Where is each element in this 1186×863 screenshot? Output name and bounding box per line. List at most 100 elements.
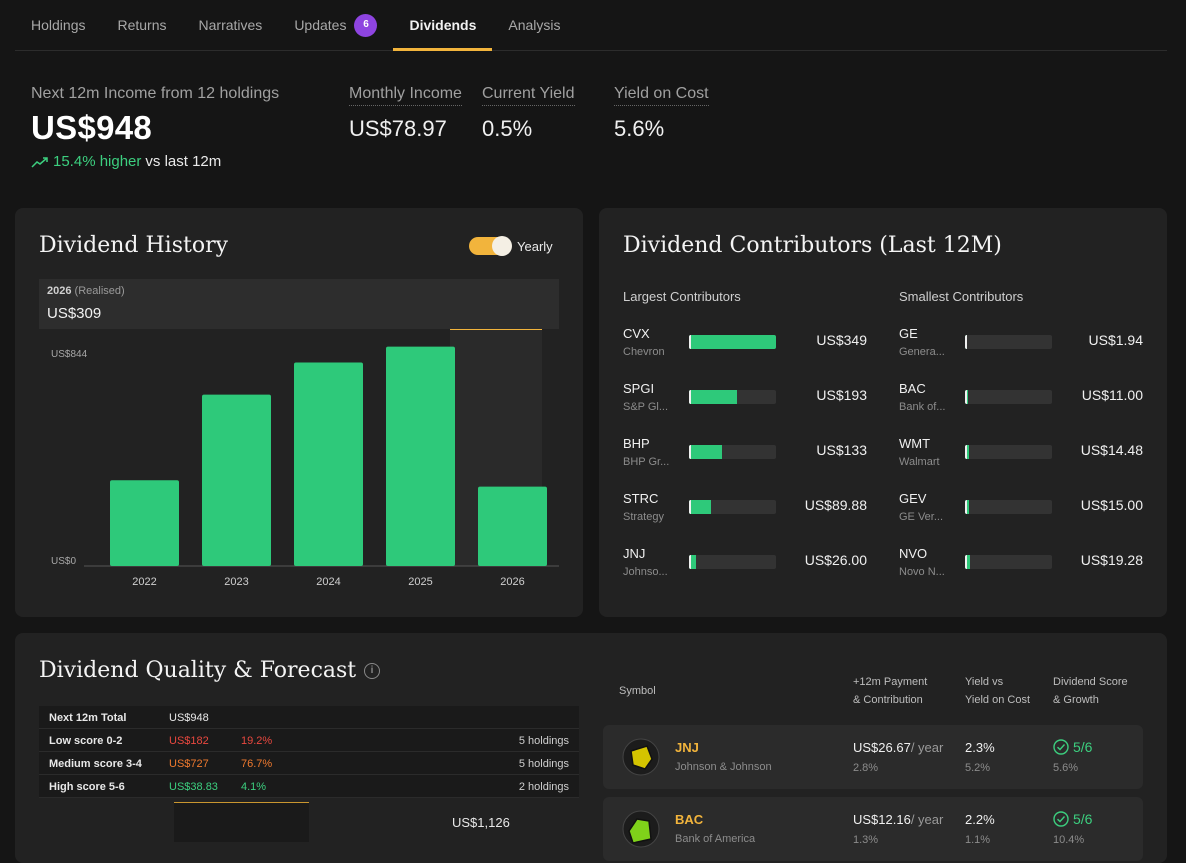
contributor-bar-fill bbox=[689, 390, 738, 404]
forecast-contribution: 2.8% bbox=[853, 762, 879, 774]
forecast-yield: 2.3% bbox=[965, 740, 995, 755]
quality-row-total: Next 12m Total US$948 bbox=[39, 706, 579, 729]
x-tick-label: 2026 bbox=[500, 576, 524, 588]
forecast-symbol: BAC bbox=[675, 812, 704, 827]
income-change-suffix: vs last 12m bbox=[145, 153, 222, 170]
forecast-score: 5/6 bbox=[1053, 811, 1092, 827]
contributor-row-gev[interactable]: GEV GE Ver... US$15.00 bbox=[899, 491, 1143, 531]
col-header-line: Dividend Score bbox=[1053, 676, 1128, 688]
bar-2025 bbox=[386, 346, 455, 566]
col-header-line: & Contribution bbox=[853, 694, 923, 706]
contributor-row-bhp[interactable]: BHP BHP Gr... US$133 bbox=[623, 436, 867, 476]
tab-narratives[interactable]: Narratives bbox=[183, 0, 279, 50]
tooltip-year: 2026 bbox=[47, 285, 72, 297]
contributor-name: Strategy bbox=[623, 511, 664, 523]
contributor-amount: US$14.48 bbox=[1080, 442, 1143, 458]
forecast-score-value: 5/6 bbox=[1073, 739, 1093, 755]
stat-value: 0.5% bbox=[482, 116, 533, 141]
tab-dividends[interactable]: Dividends bbox=[393, 0, 493, 51]
contributor-bar-fill bbox=[965, 445, 969, 459]
forecast-row-bac[interactable]: BAC Bank of America US$12.16/ year 1.3% … bbox=[603, 797, 1143, 861]
contributor-bar bbox=[689, 500, 776, 514]
contributor-row-bac[interactable]: BAC Bank of... US$11.00 bbox=[899, 381, 1143, 421]
forecast-payment-value: US$26.67 bbox=[853, 740, 911, 755]
forecast-contribution: 1.3% bbox=[853, 834, 879, 846]
contributor-name: Chevron bbox=[623, 346, 665, 358]
col-header-score[interactable]: Dividend Score & Growth bbox=[1053, 673, 1128, 709]
contributor-row-cvx[interactable]: CVX Chevron US$349 bbox=[623, 326, 867, 366]
income-summary-value: US$948 bbox=[31, 109, 153, 146]
forecast-company-name: Johnson & Johnson bbox=[675, 761, 772, 773]
smallest-contributors-heading: Smallest Contributors bbox=[899, 289, 1024, 304]
tab-holdings[interactable]: Holdings bbox=[15, 0, 101, 50]
contributor-bar bbox=[689, 445, 776, 459]
forecast-row-jnj[interactable]: JNJ Johnson & Johnson US$26.67/ year 2.8… bbox=[603, 725, 1143, 789]
contributor-ticker: CVX bbox=[623, 326, 650, 341]
contributor-bar-fill bbox=[689, 555, 696, 569]
check-circle-icon bbox=[1053, 811, 1069, 827]
quality-row-high: High score 5-6 US$38.83 4.1% 2 holdings bbox=[39, 775, 579, 798]
contributor-row-wmt[interactable]: WMT Walmart US$14.48 bbox=[899, 436, 1143, 476]
contributor-bar-fill bbox=[689, 445, 723, 459]
quality-row-label: Next 12m Total bbox=[49, 712, 127, 724]
x-tick-label: 2023 bbox=[224, 576, 248, 588]
col-header-line: Yield vs bbox=[965, 676, 1004, 688]
forecast-yield-on-cost: 1.1% bbox=[965, 834, 991, 846]
forecast-symbol: JNJ bbox=[675, 740, 699, 755]
dividend-contributors-card bbox=[599, 208, 1167, 617]
contributor-bar-fill bbox=[965, 335, 967, 349]
y-tick-label: US$0 bbox=[51, 556, 76, 567]
stat-label: Current Yield bbox=[482, 85, 575, 106]
quality-row-pct: 76.7% bbox=[241, 758, 273, 770]
contributor-row-spgi[interactable]: SPGI S&P Gl... US$193 bbox=[623, 381, 867, 421]
contributor-ticker: WMT bbox=[899, 436, 931, 451]
col-header-symbol[interactable]: Symbol bbox=[619, 685, 656, 697]
contributor-amount: US$15.00 bbox=[1080, 497, 1143, 513]
contributor-amount: US$349 bbox=[816, 332, 867, 348]
yearly-toggle[interactable] bbox=[469, 236, 512, 256]
contributor-row-jnj[interactable]: JNJ Johnso... US$26.00 bbox=[623, 546, 867, 586]
x-tick-label: 2024 bbox=[316, 576, 340, 588]
contributor-bar-fill bbox=[689, 335, 776, 349]
quality-row-amount: US$182 bbox=[169, 735, 209, 747]
contributor-bar bbox=[965, 555, 1052, 569]
tab-analysis[interactable]: Analysis bbox=[492, 0, 576, 50]
contributor-row-ge[interactable]: GE Genera... US$1.94 bbox=[899, 326, 1143, 366]
contributor-amount: US$193 bbox=[816, 387, 867, 403]
stat-current-yield[interactable]: Current Yield 0.5% bbox=[482, 85, 575, 142]
quality-row-label: Medium score 3-4 bbox=[49, 758, 142, 770]
y-tick-label: US$844 bbox=[51, 349, 88, 360]
stat-value: 5.6% bbox=[614, 116, 665, 141]
col-header-yield[interactable]: Yield vs Yield on Cost bbox=[965, 673, 1030, 709]
contributor-bar bbox=[689, 555, 776, 569]
info-icon[interactable]: i bbox=[364, 663, 380, 679]
col-header-line: Yield on Cost bbox=[965, 694, 1031, 706]
contributor-name: Walmart bbox=[899, 456, 940, 468]
tab-updates[interactable]: Updates 6 bbox=[278, 0, 393, 50]
contributor-ticker: STRC bbox=[623, 491, 659, 506]
quality-row-holdings: 5 holdings bbox=[518, 735, 569, 747]
dividend-history-title: Dividend History bbox=[39, 233, 229, 258]
col-header-payment[interactable]: +12m Payment & Contribution bbox=[853, 673, 927, 709]
contributor-name: Johnso... bbox=[623, 566, 668, 578]
stat-yield-on-cost[interactable]: Yield on Cost 5.6% bbox=[614, 85, 709, 142]
contributor-bar bbox=[965, 335, 1052, 349]
contributor-ticker: BAC bbox=[899, 381, 926, 396]
contributor-amount: US$89.88 bbox=[804, 497, 867, 513]
stat-monthly-income[interactable]: Monthly Income US$78.97 bbox=[349, 85, 462, 142]
contributor-amount: US$19.28 bbox=[1080, 552, 1143, 568]
tab-label: Holdings bbox=[31, 17, 86, 33]
contributor-name: Novo N... bbox=[899, 566, 945, 578]
quality-row-holdings: 5 holdings bbox=[518, 758, 569, 770]
contributor-row-nvo[interactable]: NVO Novo N... US$19.28 bbox=[899, 546, 1143, 586]
contributor-bar-fill bbox=[965, 500, 969, 514]
quality-row-pct: 19.2% bbox=[241, 735, 273, 747]
contributor-ticker: JNJ bbox=[623, 546, 646, 561]
tooltip-year-line: 2026 (Realised) bbox=[47, 285, 125, 297]
dividend-history-chart: US$0 US$844 2022 2023 2024 2025 2026 bbox=[51, 329, 559, 588]
contributor-name: BHP Gr... bbox=[623, 456, 670, 468]
tab-returns[interactable]: Returns bbox=[101, 0, 182, 50]
income-summary-label: Next 12m Income from 12 holdings bbox=[31, 85, 280, 102]
contributor-row-strc[interactable]: STRC Strategy US$89.88 bbox=[623, 491, 867, 531]
quality-row-low: Low score 0-2 US$182 19.2% 5 holdings bbox=[39, 729, 579, 752]
